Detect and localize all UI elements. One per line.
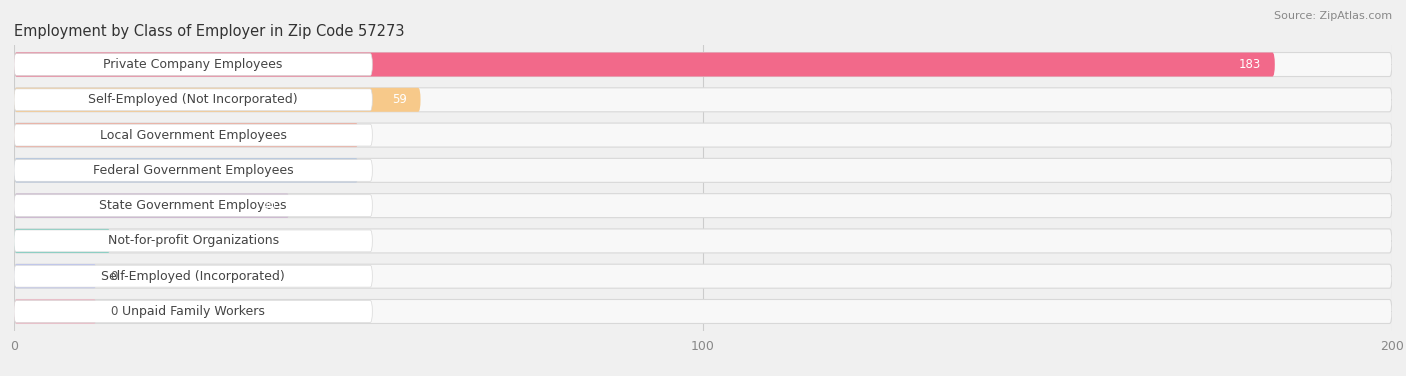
FancyBboxPatch shape (14, 124, 373, 146)
Text: 0: 0 (111, 305, 118, 318)
Text: Federal Government Employees: Federal Government Employees (93, 164, 294, 177)
Text: Not-for-profit Organizations: Not-for-profit Organizations (108, 234, 278, 247)
FancyBboxPatch shape (14, 265, 373, 287)
FancyBboxPatch shape (14, 194, 1392, 218)
FancyBboxPatch shape (14, 230, 373, 252)
FancyBboxPatch shape (14, 53, 1392, 77)
Text: Private Company Employees: Private Company Employees (104, 58, 283, 71)
Text: 40: 40 (262, 199, 276, 212)
Text: 0: 0 (111, 270, 118, 283)
FancyBboxPatch shape (14, 89, 373, 111)
FancyBboxPatch shape (14, 123, 359, 147)
FancyBboxPatch shape (14, 53, 1275, 77)
FancyBboxPatch shape (14, 123, 1392, 147)
Text: State Government Employees: State Government Employees (100, 199, 287, 212)
FancyBboxPatch shape (14, 158, 359, 182)
Text: Local Government Employees: Local Government Employees (100, 129, 287, 142)
FancyBboxPatch shape (14, 88, 420, 112)
Text: Unpaid Family Workers: Unpaid Family Workers (122, 305, 264, 318)
FancyBboxPatch shape (14, 299, 1392, 323)
FancyBboxPatch shape (14, 300, 373, 322)
FancyBboxPatch shape (14, 229, 1392, 253)
Text: Self-Employed (Incorporated): Self-Employed (Incorporated) (101, 270, 285, 283)
Text: 14: 14 (82, 234, 97, 247)
FancyBboxPatch shape (14, 299, 97, 323)
Text: Employment by Class of Employer in Zip Code 57273: Employment by Class of Employer in Zip C… (14, 24, 405, 39)
FancyBboxPatch shape (14, 54, 373, 76)
FancyBboxPatch shape (14, 158, 1392, 182)
Text: Self-Employed (Not Incorporated): Self-Employed (Not Incorporated) (89, 93, 298, 106)
Text: 59: 59 (392, 93, 406, 106)
FancyBboxPatch shape (14, 264, 1392, 288)
Text: Source: ZipAtlas.com: Source: ZipAtlas.com (1274, 11, 1392, 21)
FancyBboxPatch shape (14, 88, 1392, 112)
Text: 50: 50 (330, 164, 344, 177)
FancyBboxPatch shape (14, 194, 290, 218)
FancyBboxPatch shape (14, 195, 373, 217)
FancyBboxPatch shape (14, 159, 373, 181)
FancyBboxPatch shape (14, 264, 97, 288)
Text: 183: 183 (1239, 58, 1261, 71)
FancyBboxPatch shape (14, 229, 111, 253)
Text: 50: 50 (330, 129, 344, 142)
